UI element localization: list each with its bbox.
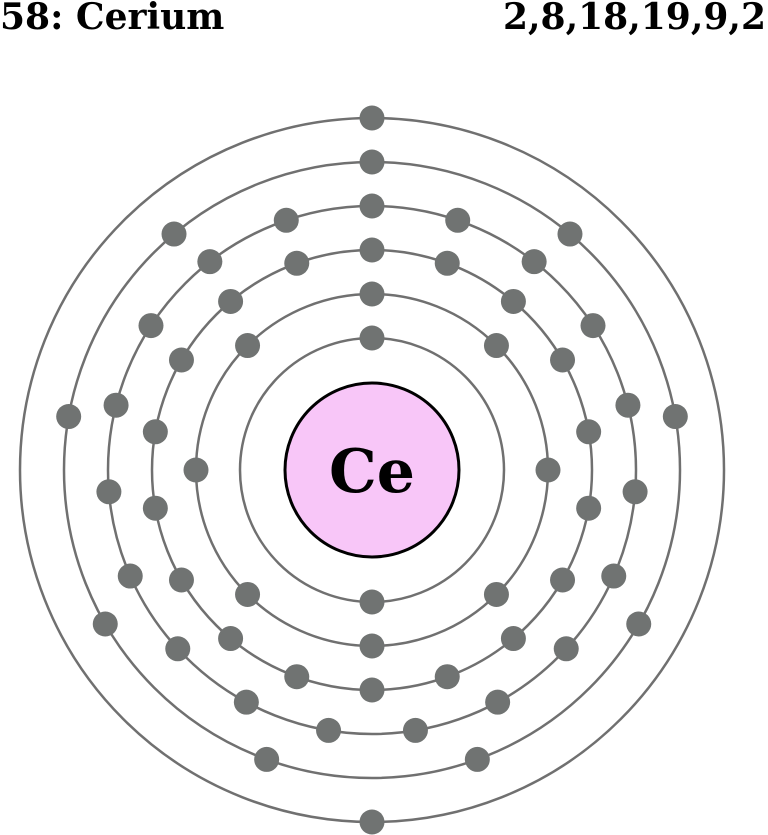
electron-shell-2	[359, 633, 385, 659]
electron-shell-3	[434, 664, 460, 690]
electrons	[56, 105, 688, 835]
electron-shell-3	[576, 495, 602, 521]
electron-shell-4	[138, 313, 164, 339]
electron-shell-5	[359, 149, 385, 175]
electron-configuration: 2,8,18,19,9,2	[502, 0, 766, 38]
electron-shell-3	[550, 567, 576, 593]
electron-shell-4	[601, 563, 627, 589]
electron-shell-2	[483, 333, 509, 359]
electron-shell-4	[117, 563, 143, 589]
electron-shell-1	[359, 325, 385, 351]
electron-shell-4	[359, 193, 385, 219]
electron-shell-5	[626, 611, 652, 637]
electron-shell-4	[485, 689, 511, 715]
electron-shell-3	[168, 347, 194, 373]
electron-shell-4	[521, 249, 547, 275]
electron-shell-4	[553, 636, 579, 662]
electron-shell-3	[218, 626, 244, 652]
electron-shell-5	[56, 404, 82, 430]
electron-shell-4	[316, 717, 342, 743]
electron-shell-4	[197, 249, 223, 275]
electron-shell-3	[168, 567, 194, 593]
electron-shell-3	[359, 677, 385, 703]
electron-shell-3	[284, 664, 310, 690]
electron-shell-4	[445, 207, 471, 233]
electron-shell-2	[359, 281, 385, 307]
electron-shell-4	[273, 207, 299, 233]
electron-shell-3	[500, 288, 526, 314]
nucleus	[283, 381, 461, 559]
electron-shell-3	[142, 495, 168, 521]
electron-shell-1	[359, 589, 385, 615]
electron-shell-3	[550, 347, 576, 373]
electron-shell-3	[359, 237, 385, 263]
electron-shell-5	[254, 746, 280, 772]
electron-shell-4	[233, 689, 259, 715]
electron-shell-6	[359, 809, 385, 835]
electron-shell-3	[434, 250, 460, 276]
electron-shell-4	[103, 392, 129, 418]
electron-shell-4	[580, 313, 606, 339]
electron-shell-2	[483, 581, 509, 607]
electron-shell-2	[183, 457, 209, 483]
electron-shell-4	[615, 392, 641, 418]
electron-shell-4	[96, 479, 122, 505]
electron-shell-5	[662, 404, 688, 430]
electron-shell-3	[142, 419, 168, 445]
electron-shell-4	[165, 636, 191, 662]
electron-shell-5	[557, 221, 583, 247]
electron-shell-3	[576, 419, 602, 445]
electron-shell-5	[161, 221, 187, 247]
electron-shell-3	[218, 288, 244, 314]
electron-shell-3	[500, 626, 526, 652]
electron-shell-5	[464, 746, 490, 772]
electron-shell-2	[535, 457, 561, 483]
electron-shell-2	[235, 581, 261, 607]
electron-shell-6	[359, 105, 385, 131]
electron-shell-3	[284, 250, 310, 276]
electron-shell-4	[402, 717, 428, 743]
electron-shell-2	[235, 333, 261, 359]
electron-shell-5	[92, 611, 118, 637]
element-title: 58: Cerium	[0, 0, 225, 38]
element-symbol: Ce	[329, 437, 415, 507]
electron-shell-4	[622, 479, 648, 505]
